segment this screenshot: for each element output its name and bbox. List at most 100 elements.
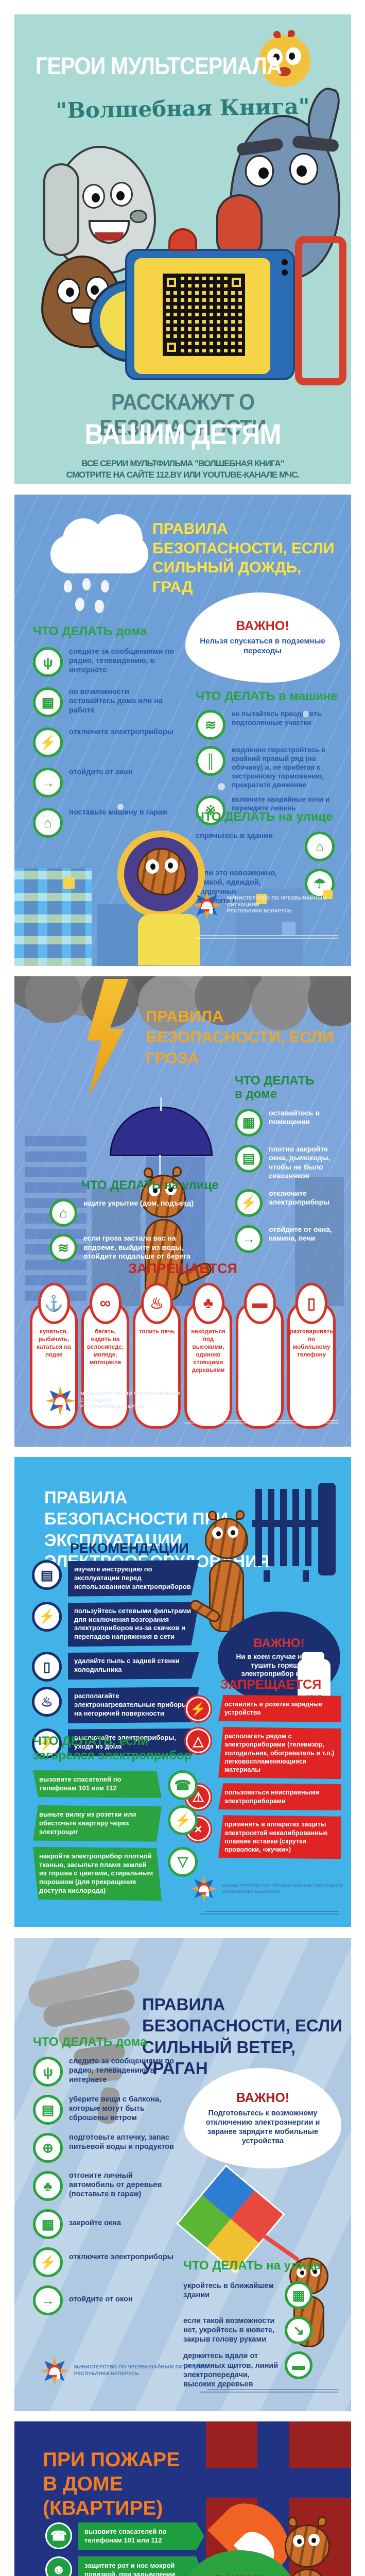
list-item: ☎ вызовите спасателей по телефонам 101 ил… xyxy=(45,2522,205,2550)
tree-icon: ♣ xyxy=(192,1283,224,1324)
section-what-to-do-home: ЧТО ДЕЛАТЬ дома ψ следите за сообщениями … xyxy=(33,2035,187,2326)
list-item: выньте вилку из розетки или обесточьте к… xyxy=(33,1805,203,1842)
building-icon: ▦ xyxy=(285,2281,312,2309)
tablet-screen xyxy=(134,258,270,374)
tablet-device xyxy=(125,228,295,380)
section-what-to-do-street: ЧТО ДЕЛАТЬ на улице укройтесь в ближайше… xyxy=(183,2259,343,2399)
item-text: отключите электроприборы xyxy=(69,2253,173,2261)
item-text: отойдите от окон xyxy=(69,2295,133,2303)
forbidden-text: топить печь xyxy=(138,1329,175,1335)
item-text: поставьте машину в гараж xyxy=(69,808,168,817)
bicycle-icon: ∞ xyxy=(89,1283,121,1324)
list-item: ▤ плотно закройте окна, дымоходы, чтобы н… xyxy=(235,1144,348,1181)
poster-title: ПРАВИЛА БЕЗОПАСНОСТИ, ЕСЛИ ГРОЗА xyxy=(146,1007,334,1067)
ministry-footer: МИНИСТЕРСТВО ПО ЧРЕЗВЫЧАЙНЫМ СИТУАЦИЯМ РЕ… xyxy=(190,1875,345,1902)
item-text: пользуйтесь сетевыми фильтрами для исклю… xyxy=(68,1601,199,1647)
qr-code xyxy=(163,274,245,356)
item-text: следите за сообщениями по радио, телевид… xyxy=(69,648,175,675)
poster-subtitle-line2: ВАШИМ ДЕТЯМ xyxy=(84,418,281,450)
item-text: не пытайтесь преодолеть подтопленные уча… xyxy=(232,710,322,726)
poster-title-line1: ГЕРОИ МУЛЬТСЕРИАЛА xyxy=(35,52,282,79)
flammable-icon: △ xyxy=(184,1727,212,1755)
what-to-do-label: ЧТО ДЕЛАТЬ xyxy=(33,624,113,638)
item-text: накройте электроприбор плотной тканью, з… xyxy=(33,1846,162,1901)
window-icon: ▦ xyxy=(33,2209,63,2239)
list-item: → отойдите от окна, камина, печи xyxy=(235,1225,348,1253)
unplug-icon: ⚡ xyxy=(168,1805,198,1835)
ministry-line2: РЕСПУБЛИКИ БЕЛАРУСЬ xyxy=(80,1404,145,1410)
item-text: уберите вещи с балкона, которые могут бы… xyxy=(69,2095,162,2123)
list-item: ║ медленно перестройтесь в крайний правый… xyxy=(196,746,347,789)
mchs-emblem-icon xyxy=(40,2357,69,2385)
forbidden-card: ▯ разговаривать по мобильному телефону xyxy=(287,1283,336,1429)
unplug-icon: ⚡ xyxy=(33,727,63,757)
item-text: вызовите спасателей по телефонам 101 или… xyxy=(78,2522,204,2550)
item-text: пользоваться неисправными электроприбора… xyxy=(218,1783,341,1810)
phone-call-icon: ☎ xyxy=(45,2522,72,2549)
item-text: располагать рядом с электроприборами (те… xyxy=(218,1727,341,1780)
city-silhouette xyxy=(14,858,351,966)
dog-tongue xyxy=(216,194,263,256)
fridge-icon: ▯ xyxy=(32,1652,62,1682)
important-note: ВАЖНО! Подготовьтесь к возможному отключ… xyxy=(184,2068,341,2168)
section-what-to-do-car: ЧТО ДЕЛАТЬ в машине ≋ не пытайтесь преодо… xyxy=(196,689,347,826)
mchs-emblem-icon xyxy=(192,890,222,920)
chick-character xyxy=(259,30,310,87)
fine-print xyxy=(184,1418,339,1425)
forbidden-text: купаться, рыбачить, кататься на лодке xyxy=(37,1329,71,1358)
ministry-footer: МИНИСТЕРСТВО ПО ЧРЕЗВЫЧАЙНЫМ СИТУАЦИЯМ РЕ… xyxy=(45,1386,210,1416)
item-text: отключите электроприборы xyxy=(269,1189,330,1207)
list-item: ⚡ выключайте электроприборы, уходя из дом… xyxy=(32,1728,204,1758)
item-text: медленно перестройтесь в крайний правый … xyxy=(232,746,326,789)
list-item: ⚡ оставлять в розетке зарядные устройства xyxy=(184,1695,349,1723)
item-text: оставайтесь в помещении xyxy=(269,1108,320,1126)
list-item: × применять в аппаратах защиты электросет… xyxy=(184,1815,349,1859)
what-to-do-label: ЧТО ДЕЛАТЬ xyxy=(235,1074,315,1088)
poster-footer-line2: СМОТРИТЕ НА САЙТЕ 112.BY ИЛИ YOUTUBE-КАН… xyxy=(66,470,300,480)
item-text: располагайте электронагревательные прибо… xyxy=(68,1687,199,1723)
item-text: спрячьтесь в здании xyxy=(196,832,273,840)
list-item: ▤ уберите вещи с балкона, которые могут б… xyxy=(33,2095,187,2125)
dog-mouth xyxy=(89,220,130,244)
list-item: ⊕ подготовьте аптечку, запас питьевой вод… xyxy=(33,2133,187,2163)
important-note: ВАЖНО! Нельзя спускаться в подземные пер… xyxy=(185,592,340,683)
item-text: применять в аппаратах защиты электросете… xyxy=(218,1815,341,1859)
list-item: ▦ оставайтесь в помещении xyxy=(235,1108,348,1137)
list-item: ⌂ поставьте машину в гараж xyxy=(33,808,187,838)
shelter-house-icon: ⌂ xyxy=(49,1199,77,1227)
kite-icon xyxy=(176,2164,285,2274)
poster-thunderstorm: ПРАВИЛА БЕЗОПАСНОСТИ, ЕСЛИ ГРОЗА ЧТО ДЕЛ… xyxy=(14,976,351,1447)
radiator-icon xyxy=(252,1479,338,1584)
scope-home: в доме xyxy=(235,1087,277,1101)
poster-title: ПРИ ПОЖАРЕ В ДОМЕ (КВАРТИРЕ) xyxy=(43,2449,180,2519)
forbidden-card: ⚓ купаться, рыбачить, кататься на лодке xyxy=(30,1283,78,1429)
section-forbidden: ⚡ оставлять в розетке зарядные устройства… xyxy=(184,1695,349,1869)
section-actions: ☎ вызовите спасателей по телефонам 101 ил… xyxy=(45,2522,205,2576)
balcony-icon: ▤ xyxy=(33,2095,63,2125)
forbidden-text: бегать, ездить на велосипеде, мопеде, мо… xyxy=(86,1329,124,1366)
scope-car: в машине xyxy=(278,689,338,703)
item-text: следите за сообщениями по радио, телевид… xyxy=(69,2057,175,2084)
item-text: если такой возможности нет, укройтесь в … xyxy=(183,2317,275,2344)
scope-street: на улице xyxy=(164,1178,219,1192)
move-from-window-icon: → xyxy=(33,2285,63,2315)
forbidden-card: ♨ топить печь xyxy=(133,1283,181,1429)
list-item: ▤ изучите инструкцию по эксплуатации пере… xyxy=(32,1560,204,1597)
list-item: ▯ удаляйте пыль с задней стенки холодильн… xyxy=(32,1652,204,1682)
radio-tower-icon: ψ xyxy=(33,647,63,677)
billboard-icon: ▬ xyxy=(285,2351,312,2380)
poster-electrical: ПРАВИЛА БЕЗОПАСНОСТИ ПРИ ЭКСПЛУАТАЦИИ ЭЛ… xyxy=(14,1457,351,1927)
window-icon: ▤ xyxy=(235,1144,263,1173)
move-from-window-icon: → xyxy=(33,768,63,798)
list-item: → отойдите от окон xyxy=(33,2285,187,2315)
item-text: выключайте электроприборы, уходя из дома xyxy=(68,1728,199,1756)
section-what-to-do-home: ЧТО ДЕЛАТЬ дома ψ следите за сообщениями … xyxy=(33,624,187,848)
ministry-line2: РЕСПУБЛИКИ БЕЛАРУСЬ xyxy=(74,2371,139,2377)
mchs-emblem-icon xyxy=(190,1875,217,1902)
building-icon: ▦ xyxy=(33,687,63,717)
recommendations-label: РЕКОМЕНДАЦИИ xyxy=(70,1540,189,1556)
shelter-house-icon: ⌂ xyxy=(305,832,335,861)
item-text: держитесь вдали от рекламных щитов, лини… xyxy=(183,2352,279,2388)
cat-character xyxy=(274,2516,341,2576)
unplug-icon: ⚡ xyxy=(33,2247,63,2277)
